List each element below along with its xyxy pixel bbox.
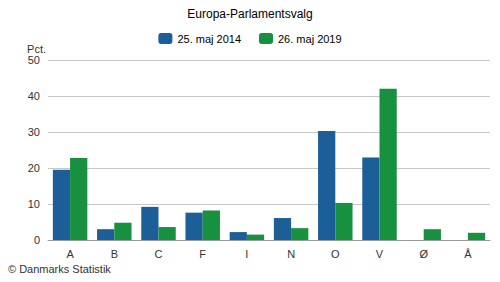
svg-text:10: 10 [28, 198, 40, 210]
svg-text:25. maj 2014: 25. maj 2014 [177, 33, 241, 45]
svg-text:N: N [287, 248, 295, 260]
svg-text:0: 0 [34, 234, 40, 246]
svg-text:Å: Å [464, 248, 472, 260]
svg-text:B: B [111, 248, 118, 260]
svg-text:C: C [155, 248, 163, 260]
svg-text:© Danmarks Statistik: © Danmarks Statistik [8, 263, 111, 275]
svg-text:Europa-Parlamentsvalg: Europa-Parlamentsvalg [187, 7, 312, 21]
svg-text:50: 50 [28, 54, 40, 66]
svg-text:40: 40 [28, 90, 40, 102]
svg-text:Pct.: Pct. [27, 43, 46, 55]
svg-text:V: V [376, 248, 384, 260]
svg-text:20: 20 [28, 162, 40, 174]
svg-text:Ø: Ø [419, 248, 428, 260]
svg-text:I: I [245, 248, 248, 260]
svg-text:F: F [199, 248, 206, 260]
svg-text:O: O [331, 248, 340, 260]
svg-text:A: A [66, 248, 74, 260]
svg-text:26. maj 2019: 26. maj 2019 [278, 33, 342, 45]
svg-text:30: 30 [28, 126, 40, 138]
